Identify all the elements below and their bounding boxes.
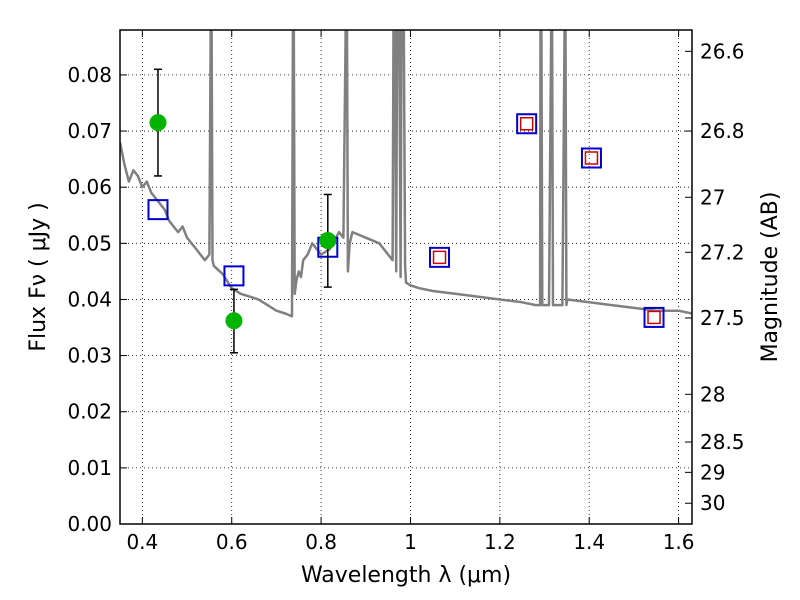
y-tick-label: 0.04 bbox=[67, 287, 112, 311]
y2-tick-label: 29 bbox=[700, 460, 725, 484]
x-tick-label: 1.6 bbox=[663, 530, 695, 554]
y2-tick-label: 27.5 bbox=[700, 306, 745, 330]
x-axis-title: Wavelength λ (μm) bbox=[301, 563, 511, 588]
x-tick-label: 1.2 bbox=[484, 530, 516, 554]
plot-frame bbox=[119, 29, 693, 525]
blue-square-marker bbox=[147, 199, 169, 221]
blue-square-marker bbox=[516, 113, 538, 135]
y-tick-label: 0.02 bbox=[67, 400, 112, 424]
y2-tick-label: 30 bbox=[700, 491, 725, 515]
x-tick-label: 1.4 bbox=[573, 530, 605, 554]
green-circle-marker bbox=[225, 312, 243, 330]
y2-tick-label: 26.6 bbox=[700, 39, 745, 63]
red-square-marker bbox=[519, 116, 534, 131]
y-tick-label: 0.06 bbox=[67, 175, 112, 199]
axis-ticks: 0.4 0.6 0.8 1 1.2 1.4 1.6 0.00 0.01 0.02 0.03 0.04 0… bbox=[67, 30, 745, 554]
sed-model-line bbox=[120, 30, 692, 318]
red-square-marker bbox=[584, 151, 599, 165]
x-tick-label: 0.6 bbox=[216, 530, 248, 554]
y-axis-title: Flux Fν ( μJy ) bbox=[26, 202, 51, 351]
y-tick-label: 0.01 bbox=[67, 456, 112, 480]
red-square-marker bbox=[432, 250, 447, 265]
y-tick-label: 0.03 bbox=[67, 344, 112, 368]
y-tick-label: 0.00 bbox=[67, 512, 112, 536]
blue-square-marker bbox=[429, 246, 451, 268]
red-square-marker bbox=[647, 310, 661, 325]
blue-square-marker bbox=[223, 265, 245, 287]
blue-square-marker bbox=[580, 147, 602, 169]
green-circle-marker bbox=[149, 114, 167, 132]
green-circle-marker bbox=[319, 232, 337, 250]
y2-tick-label: 26.8 bbox=[700, 119, 745, 143]
x-tick-label: 0.4 bbox=[126, 530, 158, 554]
blue-square-marker bbox=[643, 306, 665, 328]
y2-tick-label: 27 bbox=[700, 185, 725, 209]
y2-tick-label: 27.2 bbox=[700, 240, 745, 264]
plot-area bbox=[120, 30, 692, 354]
y-tick-label: 0.05 bbox=[67, 231, 112, 255]
y2-tick-label: 28.5 bbox=[700, 430, 745, 454]
y-tick-label: 0.08 bbox=[67, 63, 112, 87]
x-tick-label: 0.8 bbox=[305, 530, 337, 554]
x-tick-label: 1 bbox=[404, 530, 417, 554]
y2-axis-title: Magnitude (AB) bbox=[758, 192, 783, 363]
y2-tick-label: 28 bbox=[700, 382, 725, 406]
y-tick-label: 0.07 bbox=[67, 119, 112, 143]
